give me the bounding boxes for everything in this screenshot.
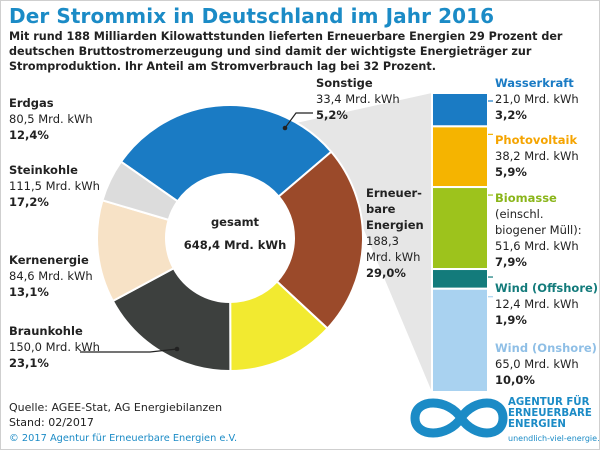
label-wind-offshore: Wind (Offshore) 12,4 Mrd. kWh 1,9% — [495, 280, 598, 328]
logo-icon — [410, 398, 508, 438]
label-value: 150,0 Mrd. kWh — [9, 340, 100, 354]
label-percent: 1,9% — [495, 313, 527, 327]
label-name: Steinkohle — [9, 163, 78, 177]
label-name-line: Erneuer- — [366, 186, 422, 200]
bar-segment-wind-onshore- — [431, 287, 489, 394]
stacked-bar — [431, 92, 493, 394]
chart-title: Der Strommix in Deutschland im Jahr 2016 — [9, 4, 495, 28]
label-percent: 10,0% — [495, 373, 535, 387]
label-name: Kernenergie — [9, 253, 89, 267]
connector-wedge — [121, 93, 432, 392]
donut-center: gesamt 648,4 Mrd. kWh — [180, 211, 290, 257]
bar-segment-photovoltaik — [431, 125, 489, 189]
label-sonstige: Sonstige 33,4 Mrd. kWh 5,2% — [316, 75, 400, 123]
label-name-line: bare — [366, 202, 396, 216]
logo-line: ENERGIEN — [508, 419, 566, 430]
donut-slice-braunkohle — [275, 150, 364, 330]
label-name: Sonstige — [316, 76, 373, 90]
label-percent: 7,9% — [495, 255, 527, 269]
leader-dot — [282, 125, 288, 131]
label-name: Braunkohle — [9, 324, 83, 338]
label-value-line: 188,3 — [366, 234, 399, 248]
label-name: Biomasse — [495, 191, 557, 205]
logo-line: AGENTUR FÜR — [508, 397, 590, 408]
label-wasserkraft: Wasserkraft 21,0 Mrd. kWh 3,2% — [495, 75, 579, 123]
label-photovoltaik: Photovoltaik 38,2 Mrd. kWh 5,9% — [495, 132, 579, 180]
label-value: 12,4 Mrd. kWh — [495, 297, 579, 311]
label-braunkohle: Braunkohle 150,0 Mrd. kWh 23,1% — [9, 323, 100, 371]
label-percent: 12,4% — [9, 128, 49, 142]
label-name: Wind (Offshore) — [495, 281, 599, 295]
logo-wordmark: AGENTUR FÜR ERNEUERBARE ENERGIEN — [508, 397, 592, 430]
intro-text: Mit rund 188 Milliarden Kilowattstunden … — [9, 30, 563, 73]
logo-url: unendlich-viel-energie.de — [508, 434, 600, 443]
label-name: Wind (Onshore) — [495, 341, 597, 355]
label-value: 33,4 Mrd. kWh — [316, 92, 400, 106]
label-name: Wasserkraft — [495, 76, 574, 90]
label-wind-onshore: Wind (Onshore) 65,0 Mrd. kWh 10,0% — [495, 340, 597, 388]
logo-line: ERNEUERBARE — [508, 408, 592, 419]
label-name: Erdgas — [9, 96, 54, 110]
label-percent: 5,9% — [495, 165, 527, 179]
copyright-text: © 2017 Agentur für Erneuerbare Energien … — [9, 433, 238, 444]
label-percent: 5,2% — [316, 108, 348, 122]
label-erneuerbare: Erneuer- bare Energien 188,3 Mrd. kWh 29… — [366, 185, 424, 281]
label-percent: 13,1% — [9, 285, 49, 299]
label-erdgas: Erdgas 80,5 Mrd. kWh 12,4% — [9, 95, 93, 143]
label-percent: 3,2% — [495, 108, 527, 122]
label-percent: 23,1% — [9, 356, 49, 370]
label-steinkohle: Steinkohle 111,5 Mrd. kWh 17,2% — [9, 162, 100, 210]
label-kernenergie: Kernenergie 84,6 Mrd. kWh 13,1% — [9, 252, 93, 300]
label-value: 38,2 Mrd. kWh — [495, 149, 579, 163]
label-biomasse: Biomasse (einschl. biogener Müll): 51,6 … — [495, 190, 582, 270]
date-text: Stand: 02/2017 — [9, 416, 94, 429]
center-value: 648,4 Mrd. kWh — [183, 238, 287, 252]
label-value-line: (einschl. — [495, 207, 544, 221]
bar-segment-wind-offshore- — [431, 268, 489, 290]
label-value: 84,6 Mrd. kWh — [9, 269, 93, 283]
source-text: Quelle: AGEE-Stat, AG Energiebilanzen — [9, 401, 223, 414]
slice-leader-line — [80, 348, 178, 353]
label-value-line: 51,6 Mrd. kWh — [495, 239, 579, 253]
label-name: Photovoltaik — [495, 133, 578, 147]
donut-slice-sonstige — [101, 160, 179, 222]
label-percent: 29,0% — [366, 266, 406, 280]
leader-dot — [174, 346, 180, 352]
donut-chart — [96, 93, 432, 392]
label-name-line: Energien — [366, 218, 424, 232]
slice-leader-line — [284, 112, 313, 129]
center-label: gesamt — [210, 215, 260, 229]
label-value: 65,0 Mrd. kWh — [495, 357, 579, 371]
label-value: 21,0 Mrd. kWh — [495, 92, 579, 106]
label-percent: 17,2% — [9, 195, 49, 209]
bar-segment-biomasse — [431, 186, 489, 271]
leader-lines — [80, 112, 313, 353]
bar-segment-wasserkraft — [431, 92, 489, 128]
label-value-line: Mrd. kWh — [366, 250, 421, 264]
donut-slice-erneuer-bare-energien — [119, 104, 333, 203]
label-value: 80,5 Mrd. kWh — [9, 112, 93, 126]
label-value-line: biogener Müll): — [495, 223, 582, 237]
label-value: 111,5 Mrd. kWh — [9, 179, 100, 193]
